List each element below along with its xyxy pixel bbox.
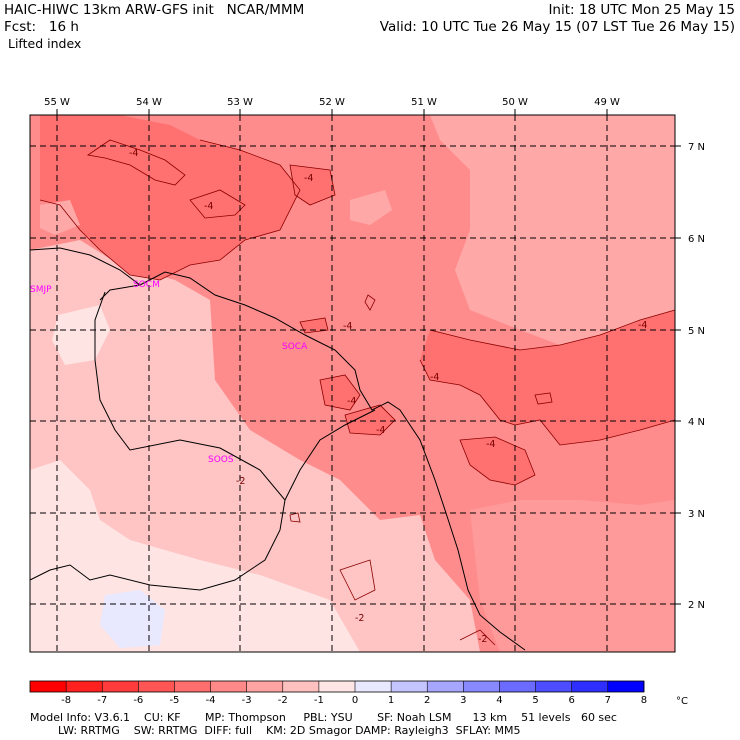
colorbar-swatch [391, 681, 428, 692]
colorbar-tick-label: 2 [424, 695, 430, 706]
colorbar-tick-label: -4 [206, 695, 216, 706]
contour-label: -4 [304, 173, 313, 184]
lon-label: 51 W [411, 97, 437, 108]
field-name: Lifted index [8, 36, 82, 51]
lat-label: 6 N [688, 234, 705, 245]
colorbar-tick-label: 4 [496, 695, 502, 706]
colorbar-tick-label: 1 [388, 695, 394, 706]
colorbar-swatch [282, 681, 320, 692]
contour-label: -4 [638, 320, 647, 331]
lat-label: 5 N [688, 326, 705, 337]
lat-label: 3 N [688, 509, 705, 520]
colorbar-swatch [499, 681, 537, 692]
colorbar-swatch [463, 681, 500, 692]
model-info-line1: Model Info: V3.6.1 CU: KF MP: Thompson P… [30, 711, 617, 724]
colorbar-swatch [607, 681, 645, 692]
colorbar-tick-label: 0 [352, 695, 358, 706]
valid-time: Valid: 10 UTC Tue 26 May 15 (07 LST Tue … [379, 19, 735, 35]
colorbar-swatch [571, 681, 609, 692]
colorbar-swatch [66, 681, 103, 692]
station-label: SMJP [30, 285, 52, 295]
lat-label: 7 N [688, 142, 705, 153]
lon-label: 50 W [502, 97, 528, 108]
colorbar-tick-label: -5 [169, 695, 179, 706]
colorbar-tick-label: -8 [61, 695, 71, 706]
colorbar-tick-label: 7 [605, 695, 611, 706]
colorbar-swatch [246, 681, 284, 692]
lon-label: 54 W [136, 97, 162, 108]
contour-label: -4 [486, 439, 495, 450]
colorbar-tick-label: -3 [242, 695, 252, 706]
contour-label: -2 [355, 613, 364, 624]
colorbar-swatch [355, 681, 392, 692]
colorbar-tick-label: -7 [97, 695, 107, 706]
lon-label: 49 W [594, 97, 620, 108]
contour-label: -4 [430, 372, 439, 383]
coastline [29, 247, 526, 651]
colorbar-swatch [30, 681, 67, 692]
lon-label: 55 W [44, 97, 70, 108]
colorbar-tick-label: 6 [568, 695, 574, 706]
contour-label: -2 [236, 476, 245, 487]
shading-layer [30, 115, 675, 652]
model-info-line2: LW: RRTMG SW: RRTMG DIFF: full KM: 2D Sm… [30, 724, 521, 737]
lat-label: 2 N [688, 600, 705, 611]
map-frame [29, 114, 676, 653]
station-label: SOOS [208, 455, 234, 465]
colorbar-tick-label: 3 [460, 695, 466, 706]
station-label: SOCM [133, 280, 160, 290]
colorbar-tick-label: 8 [641, 695, 647, 706]
contour-label: -4 [343, 321, 352, 332]
station-label: SOCA [282, 342, 308, 352]
tick-marks [56, 109, 681, 605]
colorbar-tick-label: -1 [314, 695, 324, 706]
graticule [30, 115, 675, 652]
contour-label: -4 [204, 201, 213, 212]
contour-label: -2 [478, 634, 487, 645]
colorbar-swatch [535, 681, 573, 692]
forecast-hour: Fcst: 16 h [4, 19, 79, 35]
colorbar-swatch [174, 681, 212, 692]
lat-label: 4 N [688, 417, 705, 428]
lon-label: 52 W [319, 97, 345, 108]
colorbar-tick-label: -2 [278, 695, 288, 706]
colorbar-swatch [210, 681, 248, 692]
contour-label: -4 [347, 396, 356, 407]
colorbar-swatch [427, 681, 464, 692]
colorbar: -8 -7 -6 -5 -4 -3 -2 -1 0 1 2 3 4 5 6 7 8 [29, 680, 647, 706]
colorbar-tick-label: 5 [532, 695, 538, 706]
colorbar-tick-label: -6 [133, 695, 143, 706]
colorbar-swatch [138, 681, 175, 692]
title-left: HAIC-HIWC 13km ARW-GFS init NCAR/MMM [4, 2, 305, 18]
lon-label: 53 W [227, 97, 253, 108]
colorbar-unit: °C [676, 696, 688, 707]
contour-lines [39, 139, 676, 646]
colorbar-swatch [102, 681, 139, 692]
colorbar-swatch [318, 681, 356, 692]
contour-label: -4 [376, 425, 385, 436]
contour-label: -4 [129, 148, 138, 159]
init-time: Init: 18 UTC Mon 25 May 15 [548, 2, 735, 18]
